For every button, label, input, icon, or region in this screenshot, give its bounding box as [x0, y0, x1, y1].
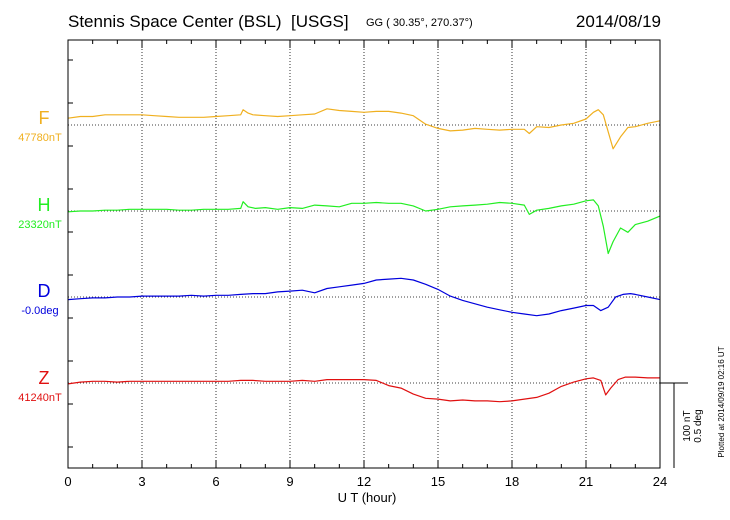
series-name-D: D [38, 281, 51, 301]
series-baseline-H: 23320nT [18, 219, 62, 231]
series-baseline-D: -0.0deg [21, 305, 58, 317]
x-axis-tick-labels: 0 3 6 9 12 15 18 21 24 [64, 474, 667, 489]
scale-label-deg: 0.5 deg [693, 409, 704, 442]
x-axis-ticks [67, 40, 661, 468]
x-tick-label-21: 21 [579, 474, 593, 489]
series-line-D [67, 277, 661, 317]
series-name-H: H [38, 195, 51, 215]
x-tick-label-12: 12 [357, 474, 371, 489]
date-label: 2014/08/19 [576, 12, 661, 31]
x-tick-label-9: 9 [286, 474, 293, 489]
series-baseline-Z: 41240nT [18, 392, 62, 404]
series-line-Z [67, 376, 660, 403]
series-line-F [67, 108, 661, 150]
coords-label: GG ( 30.35°, 270.37°) [366, 17, 473, 29]
chart-grid [141, 40, 587, 468]
x-tick-label-3: 3 [138, 474, 145, 489]
series-lines [67, 108, 661, 403]
x-tick-label-0: 0 [64, 474, 71, 489]
agency-label: [USGS] [291, 12, 349, 31]
station-title: Stennis Space Center (BSL) [68, 12, 282, 31]
series-name-Z: Z [39, 368, 50, 388]
plotted-note: Plotted at 2014/09/19 02:16 UT [717, 346, 726, 457]
x-tick-label-24: 24 [653, 474, 667, 489]
series-baseline-F: 47780nT [18, 132, 62, 144]
x-tick-label-6: 6 [212, 474, 219, 489]
x-axis-label: U T (hour) [338, 490, 397, 505]
series-name-F: F [39, 108, 50, 128]
scale-label-nt: 100 nT [682, 410, 693, 441]
x-tick-label-15: 15 [431, 474, 445, 489]
series-labels: F 47780nT H 23320nT D -0.0deg Z 41240nT [18, 108, 62, 404]
series-line-H [67, 199, 661, 255]
x-tick-label-18: 18 [505, 474, 519, 489]
